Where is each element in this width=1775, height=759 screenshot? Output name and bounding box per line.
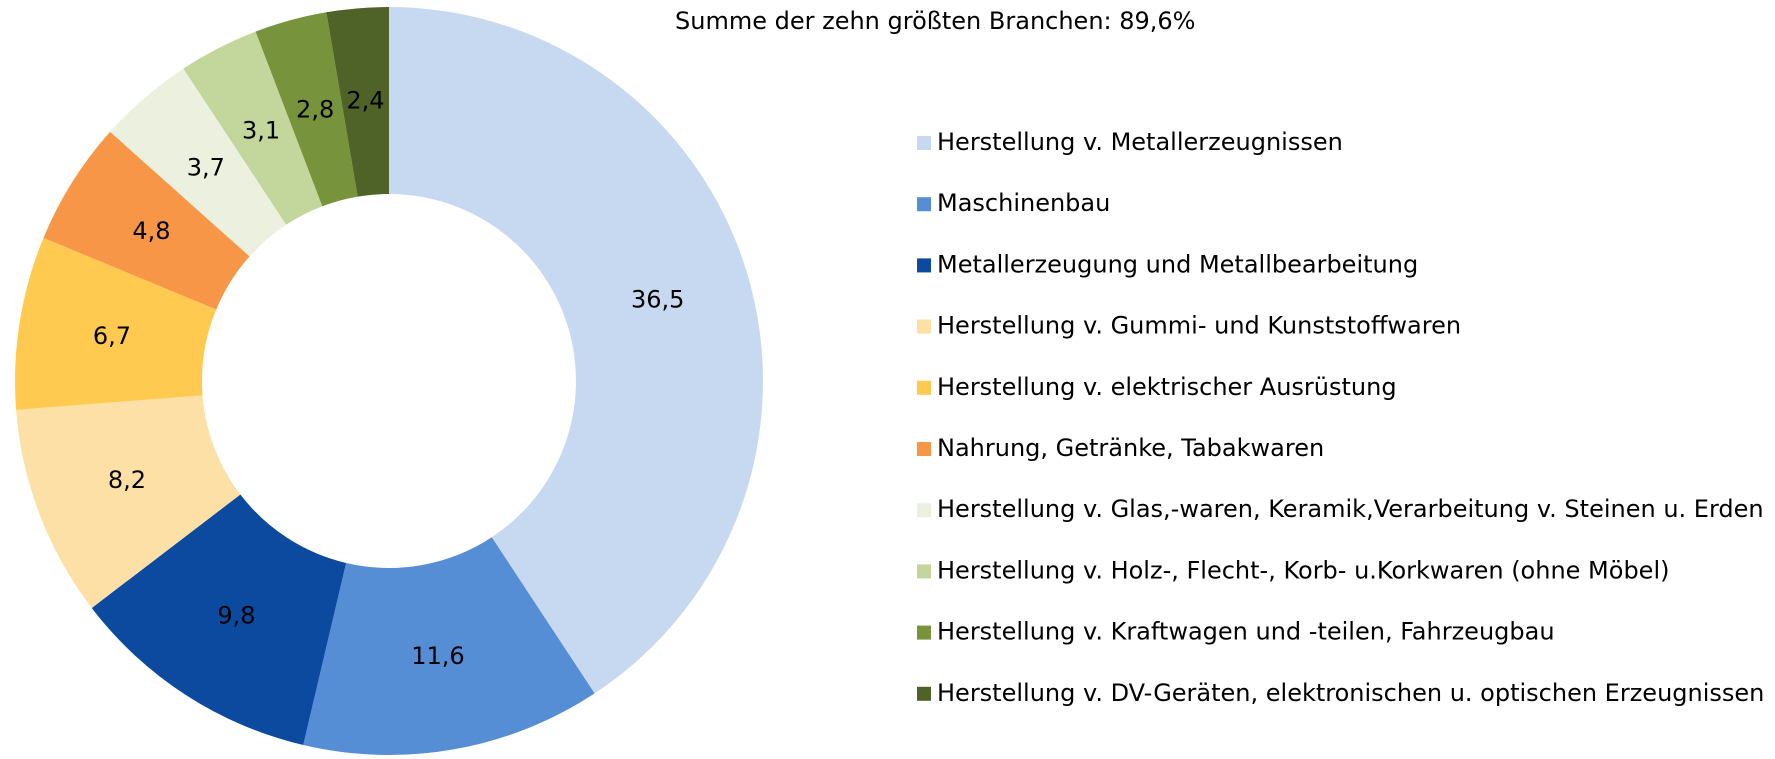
slice — [255, 12, 358, 207]
data-label: 3,1 — [242, 116, 280, 144]
slice — [110, 68, 287, 257]
slice — [389, 7, 764, 694]
legend-label: Herstellung v. DV-Geräten, elektronische… — [937, 679, 1764, 707]
legend-swatch — [917, 564, 931, 579]
legend-swatch — [917, 380, 931, 395]
slice — [183, 31, 323, 225]
slice — [43, 131, 250, 310]
legend-swatch — [917, 442, 931, 456]
legend-label: Herstellung v. elektrischer Ausrüstung — [937, 373, 1397, 401]
legend-label: Herstellung v. Kraftwagen und -teilen, F… — [937, 618, 1555, 646]
data-label: 8,2 — [108, 466, 146, 494]
data-label: 36,5 — [631, 286, 684, 314]
slice — [303, 537, 595, 755]
data-label: 2,8 — [296, 95, 334, 123]
legend-swatch — [917, 503, 931, 518]
data-label: 4,8 — [132, 217, 170, 245]
legend-label: Herstellung v. Holz-, Flecht-, Korb- u.K… — [937, 556, 1669, 584]
data-label: 6,7 — [93, 322, 131, 350]
slice — [326, 7, 389, 197]
legend-swatch — [917, 258, 931, 273]
slice — [16, 395, 241, 608]
legend-swatch — [917, 686, 931, 701]
legend-swatch — [917, 319, 931, 334]
data-label: 2,4 — [346, 86, 384, 114]
legend-label: Metallerzeugung und Metallbearbeitung — [937, 250, 1418, 278]
legend-label: Maschinenbau — [937, 189, 1110, 217]
legend-swatch — [917, 625, 931, 640]
chart-title: Summe der zehn größten Branchen: 89,6% — [675, 7, 1196, 35]
slice — [91, 494, 347, 746]
legend-label: Herstellung v. Metallerzeugnissen — [937, 128, 1343, 156]
slice — [14, 237, 217, 410]
data-label: 3,7 — [187, 154, 225, 182]
legend-swatch — [917, 197, 931, 212]
legend-swatch — [917, 136, 931, 150]
legend-label: Nahrung, Getränke, Tabakwaren — [937, 434, 1324, 462]
data-label: 9,8 — [217, 601, 255, 629]
legend-label: Herstellung v. Gummi- und Kunststoffware… — [937, 312, 1461, 340]
legend-label: Herstellung v. Glas,-waren, Keramik,Vera… — [937, 495, 1764, 523]
data-label: 11,6 — [411, 642, 464, 670]
